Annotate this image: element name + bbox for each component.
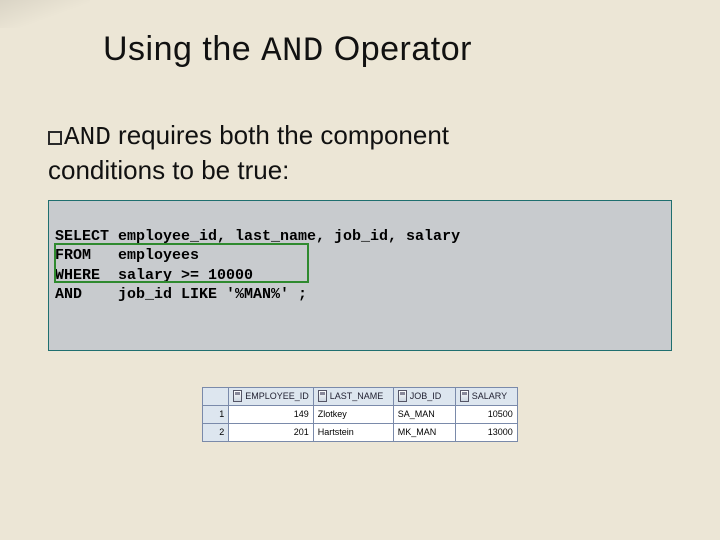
code-line-1: SELECT employee_id, last_name, job_id, s… xyxy=(55,228,460,245)
title-prefix: Using the xyxy=(103,30,261,68)
bullet-icon xyxy=(48,131,62,145)
row-number: 2 xyxy=(203,423,229,441)
column-icon xyxy=(398,390,407,402)
slide: Using the AND Operator AND requires both… xyxy=(0,0,720,540)
result-table-body: 1149ZlotkeySA_MAN105002201HartsteinMK_MA… xyxy=(203,405,518,441)
table-row: 2201HartsteinMK_MAN13000 xyxy=(203,423,518,441)
cell: Hartstein xyxy=(313,423,393,441)
body-text: AND requires both the component conditio… xyxy=(48,119,672,186)
cell: 201 xyxy=(229,423,314,441)
body-mono: AND xyxy=(64,122,111,152)
result-table: EMPLOYEE_ID LAST_NAME JOB_ID SALARY 1149Zlo… xyxy=(202,387,518,442)
code-line-2: FROM employees xyxy=(55,247,199,264)
cell: 10500 xyxy=(455,405,517,423)
column-icon xyxy=(318,390,327,402)
body-line2: conditions to be true: xyxy=(48,155,289,185)
result-table-head: EMPLOYEE_ID LAST_NAME JOB_ID SALARY xyxy=(203,387,518,405)
col-header-label: EMPLOYEE_ID xyxy=(245,391,309,401)
col-header: SALARY xyxy=(455,387,517,405)
col-header: LAST_NAME xyxy=(313,387,393,405)
col-header-label: JOB_ID xyxy=(410,391,442,401)
col-header-label: SALARY xyxy=(472,391,507,401)
code-line-4: AND job_id LIKE '%MAN%' ; xyxy=(55,286,307,303)
cell: SA_MAN xyxy=(393,405,455,423)
col-header-label: LAST_NAME xyxy=(330,391,384,401)
cell: 149 xyxy=(229,405,314,423)
corner-cell xyxy=(203,387,229,405)
cell: Zlotkey xyxy=(313,405,393,423)
body-line1-rest: requires both the component xyxy=(111,120,449,150)
col-header: EMPLOYEE_ID xyxy=(229,387,314,405)
column-icon xyxy=(460,390,469,402)
title-suffix: Operator xyxy=(324,30,472,68)
row-number: 1 xyxy=(203,405,229,423)
title-mono: AND xyxy=(261,33,324,71)
sql-codeblock: SELECT employee_id, last_name, job_id, s… xyxy=(48,200,672,351)
table-row: 1149ZlotkeySA_MAN10500 xyxy=(203,405,518,423)
cell: MK_MAN xyxy=(393,423,455,441)
decorative-shadow xyxy=(0,0,90,28)
column-icon xyxy=(233,390,242,402)
result-table-wrap: EMPLOYEE_ID LAST_NAME JOB_ID SALARY 1149Zlo… xyxy=(48,387,672,442)
col-header: JOB_ID xyxy=(393,387,455,405)
slide-title: Using the AND Operator xyxy=(103,30,672,71)
code-line-3: WHERE salary >= 10000 xyxy=(55,267,253,284)
cell: 13000 xyxy=(455,423,517,441)
